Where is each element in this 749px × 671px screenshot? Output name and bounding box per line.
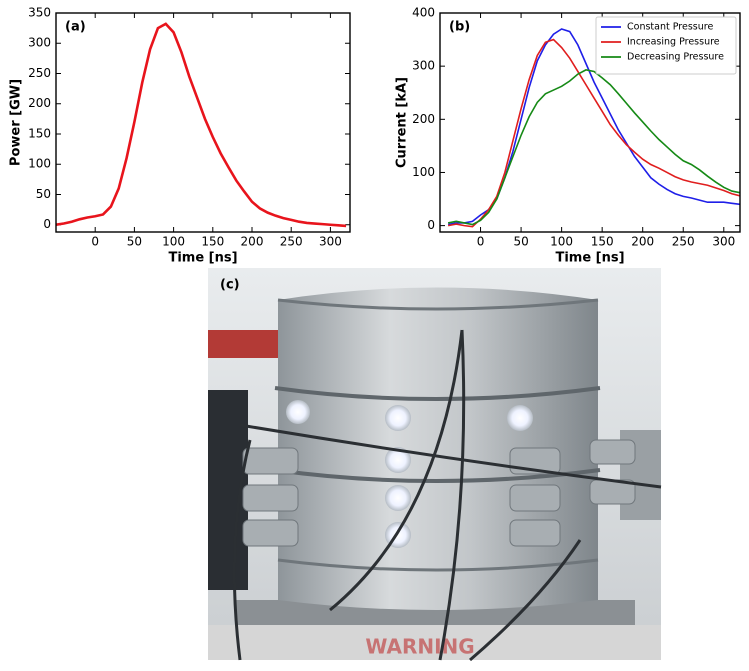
y-axis-title: Current [kA] <box>395 77 410 168</box>
y-tick-label: 400 <box>412 6 435 20</box>
axes-frame <box>439 12 741 233</box>
data-line <box>56 22 347 228</box>
x-axis-title: Time [ns] <box>555 251 624 266</box>
y-tick-label: 0 <box>427 218 435 232</box>
x-tick-label: 0 <box>91 235 99 249</box>
chart: 0 50 100 150 200 250 300 0 50 100 150 200 250 300 350 (… <box>9 6 351 266</box>
legend-label: Increasing Pressure <box>627 37 720 48</box>
x-tick-label: 100 <box>162 235 185 249</box>
data-line <box>447 38 740 228</box>
x-tick-label: 150 <box>201 235 224 249</box>
legend-label: Decreasing Pressure <box>627 52 724 63</box>
x-tick-label: 300 <box>319 235 342 249</box>
chart: 0 50 100 150 200 250 300 0 100 200 300 400 (b) Time [… <box>395 6 741 266</box>
x-tick-label: 250 <box>280 235 303 249</box>
y-tick-label: 100 <box>28 157 51 171</box>
x-axis-title: Time [ns] <box>168 251 237 266</box>
panel-label: (a) <box>65 20 86 35</box>
panel-label: (b) <box>449 20 470 35</box>
x-tick-label: 50 <box>513 235 528 249</box>
x-tick-label: 250 <box>672 235 695 249</box>
y-axis-title: Power [GW] <box>9 79 24 166</box>
y-tick-label: 300 <box>412 59 435 73</box>
panel-label: (c) <box>220 278 240 293</box>
y-tick-label: 300 <box>28 36 51 50</box>
warning-sign: WARNING <box>365 635 474 659</box>
photo: WARNING (c) <box>208 268 662 662</box>
y-tick-label: 250 <box>28 66 51 80</box>
y-tick-label: 200 <box>28 96 51 110</box>
x-tick-label: 150 <box>591 235 614 249</box>
y-tick-label: 100 <box>412 165 435 179</box>
x-tick-label: 200 <box>631 235 654 249</box>
data-line <box>447 69 740 226</box>
x-tick-label: 50 <box>127 235 142 249</box>
legend: Constant Pressure Increasing Pressure Decr… <box>595 16 737 75</box>
x-tick-label: 200 <box>241 235 264 249</box>
x-tick-label: 100 <box>550 235 573 249</box>
y-tick-label: 50 <box>36 187 51 201</box>
y-tick-label: 350 <box>28 6 51 20</box>
y-tick-label: 200 <box>412 112 435 126</box>
axes-frame <box>55 12 351 233</box>
legend-box <box>595 16 737 75</box>
x-tick-label: 300 <box>712 235 735 249</box>
x-tick-label: 0 <box>477 235 485 249</box>
legend-label: Constant Pressure <box>627 22 713 33</box>
y-tick-label: 0 <box>43 217 51 231</box>
y-tick-label: 150 <box>28 126 51 140</box>
